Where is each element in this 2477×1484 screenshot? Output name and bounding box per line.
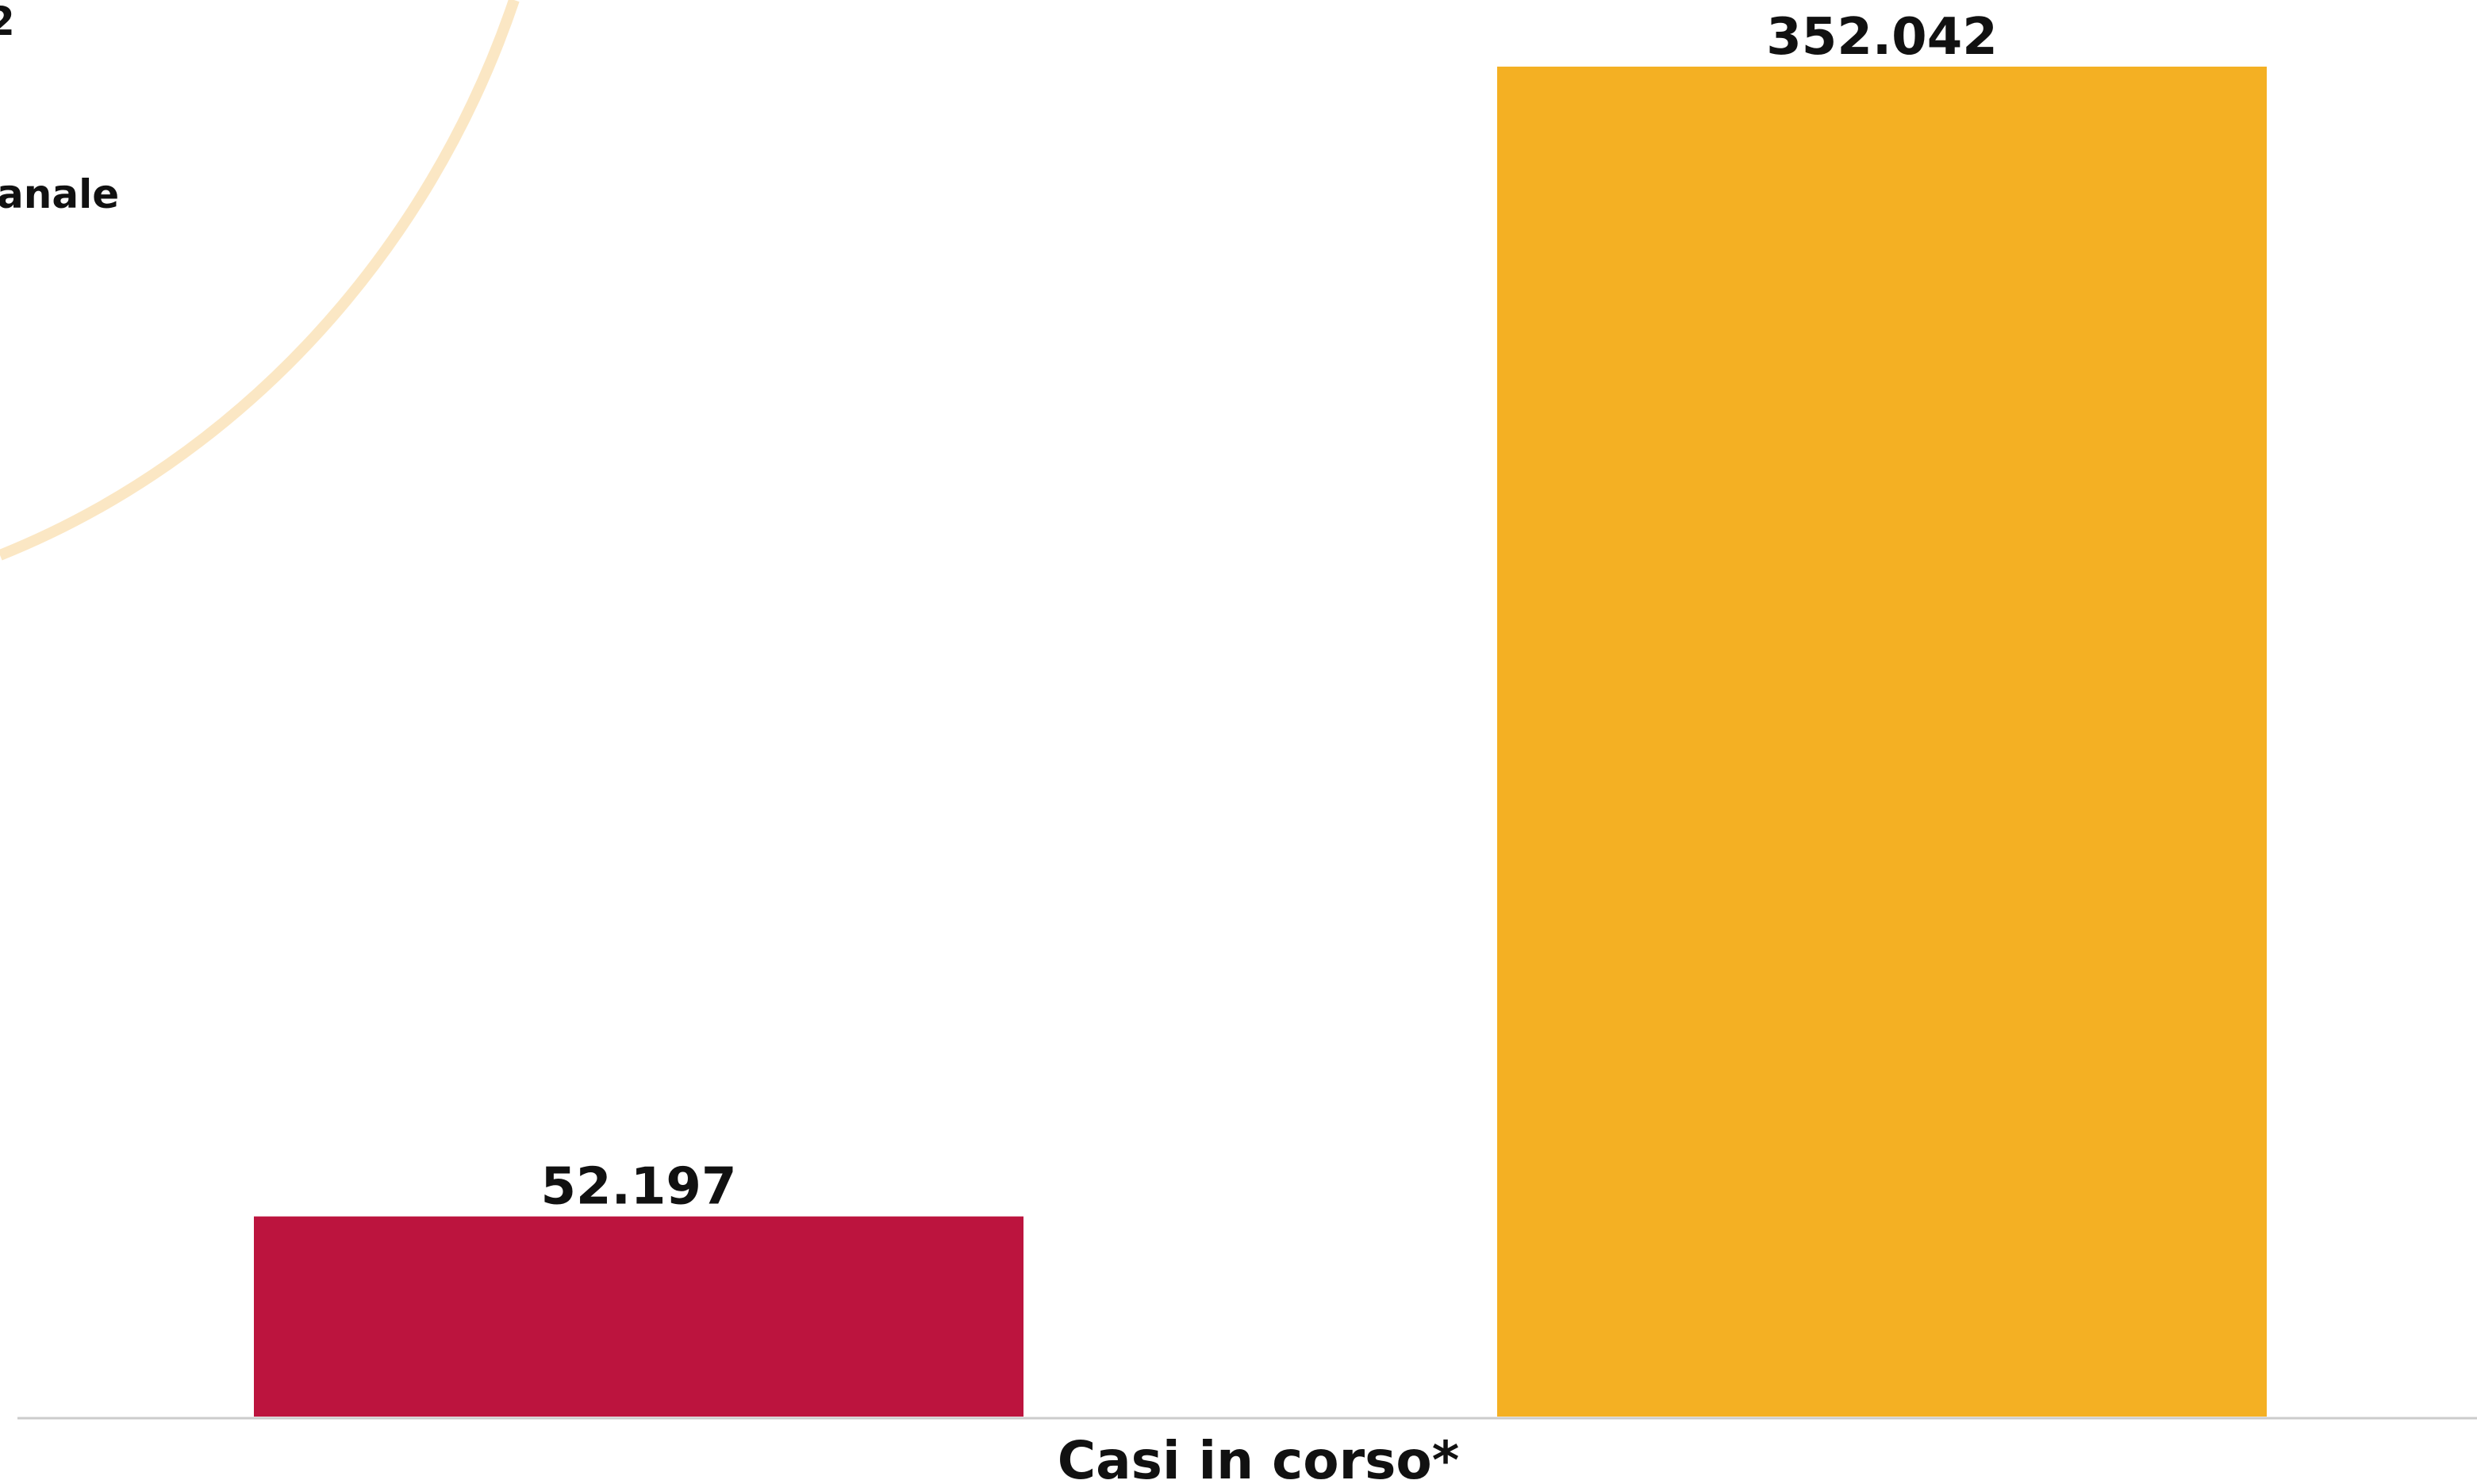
bar-2	[1497, 67, 2267, 1417]
category-labels-group: Casi in corso*	[1058, 1430, 1460, 1484]
bar-1	[254, 1217, 1023, 1417]
category-label: Casi in corso*	[1058, 1430, 1460, 1484]
value-label-1: 52.197	[541, 1158, 737, 1217]
value-label-2: 352.042	[1766, 8, 1998, 67]
legend-fragment-top: 2	[0, 0, 15, 44]
decorative-arc	[0, 0, 514, 555]
legend-fragment-middle: anale	[0, 171, 119, 217]
